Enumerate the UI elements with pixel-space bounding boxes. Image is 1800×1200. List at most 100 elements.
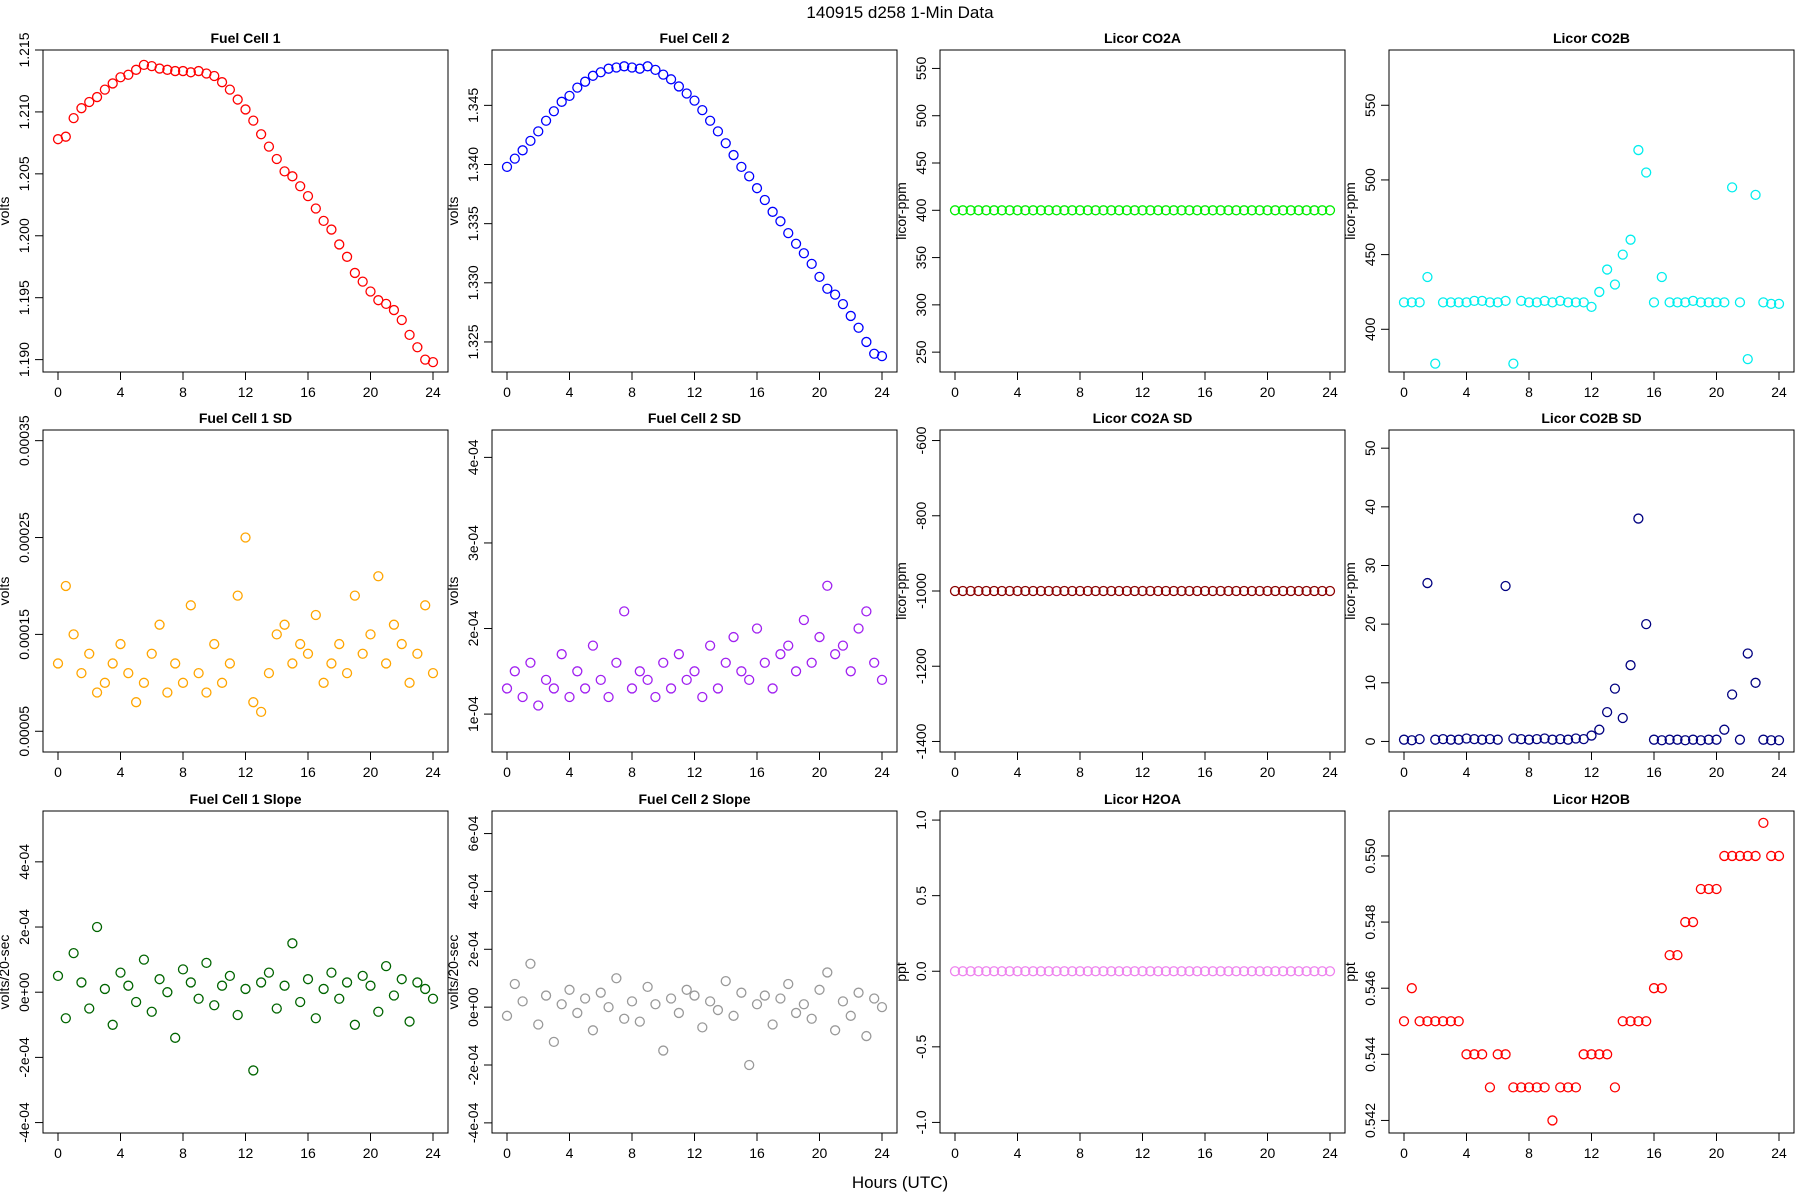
point [154, 974, 165, 985]
point [1726, 850, 1738, 862]
x-tick-label: 24 [1771, 384, 1787, 400]
point [287, 171, 298, 182]
x-tick-label: 24 [1322, 1145, 1338, 1161]
x-tick-label: 4 [117, 384, 125, 400]
point [1750, 189, 1761, 201]
x-tick-label: 16 [300, 764, 316, 780]
point [232, 590, 243, 601]
x-tick-label: 12 [687, 384, 703, 400]
point [1067, 585, 1078, 597]
point [1309, 585, 1320, 597]
point [1773, 850, 1785, 862]
point [759, 990, 770, 1001]
point [973, 205, 984, 216]
point [1301, 585, 1312, 597]
y-tick-label: -1.0 [913, 1110, 929, 1134]
point [1422, 577, 1433, 589]
point [146, 648, 157, 659]
point [1051, 966, 1062, 977]
point [1758, 734, 1769, 745]
point [1215, 966, 1226, 977]
point [837, 640, 849, 651]
point [1695, 297, 1707, 308]
x-tick-label: 4 [566, 384, 574, 400]
point [1012, 585, 1023, 597]
y-tick-label: -4e-04 [465, 1102, 481, 1143]
point [1277, 966, 1289, 977]
point [1586, 301, 1597, 313]
point [373, 571, 384, 582]
point [509, 153, 520, 164]
point [357, 276, 368, 287]
point [1051, 205, 1062, 216]
point [1516, 733, 1527, 745]
point [1594, 1049, 1605, 1060]
panel: Fuel Cell 1 SD 0 4 8 12 16 20 24 0.00005 0.00015 0… [0, 410, 449, 780]
point [790, 666, 802, 677]
point [501, 161, 513, 173]
point [1531, 297, 1542, 308]
point [1231, 966, 1242, 977]
point [224, 970, 236, 982]
point [1758, 297, 1769, 308]
point [1168, 966, 1179, 977]
point [162, 687, 173, 698]
x-tick-label: 24 [874, 764, 890, 780]
point [1067, 205, 1078, 216]
point [248, 1065, 259, 1076]
point [1656, 983, 1667, 994]
point [1121, 205, 1133, 216]
point [302, 974, 314, 985]
point [642, 674, 653, 686]
point [1145, 205, 1156, 216]
point [525, 958, 536, 969]
point [751, 999, 763, 1010]
point [1562, 734, 1574, 745]
point [1129, 205, 1140, 216]
point [154, 63, 165, 74]
point [861, 606, 872, 617]
y-axis-label: licor-ppm [1342, 182, 1358, 240]
point [84, 648, 95, 659]
point [1742, 648, 1753, 659]
x-tick-label: 4 [1014, 1145, 1022, 1161]
point [603, 63, 614, 74]
point [704, 996, 716, 1007]
y-tick-label: 1.0 [913, 810, 929, 830]
point [673, 649, 685, 660]
point [1516, 295, 1527, 307]
point [1090, 966, 1101, 977]
point [783, 978, 794, 990]
point [1476, 734, 1488, 745]
y-tick-label: 550 [913, 57, 929, 81]
point [1617, 712, 1628, 724]
point [1293, 585, 1304, 597]
panel-title: Licor H2OA [1104, 791, 1181, 807]
point [60, 131, 71, 142]
point [396, 974, 407, 985]
point [1476, 295, 1488, 307]
point [68, 112, 79, 124]
point [1207, 205, 1218, 216]
point [248, 697, 259, 708]
point [1750, 677, 1761, 688]
x-tick-label: 8 [1525, 764, 1533, 780]
point [1422, 1016, 1433, 1027]
point [1437, 297, 1449, 308]
y-tick-label: 500 [1362, 168, 1378, 192]
point [1508, 1082, 1519, 1093]
point [1742, 850, 1753, 862]
point [650, 64, 661, 76]
point [1672, 734, 1683, 745]
point [1453, 734, 1464, 745]
point [1742, 354, 1753, 365]
point [775, 649, 786, 660]
point [1098, 585, 1109, 597]
point [564, 90, 575, 102]
x-tick-label: 12 [1584, 764, 1600, 780]
y-tick-label: 1.200 [16, 218, 32, 253]
point [1176, 585, 1187, 597]
point [1695, 883, 1707, 895]
x-tick-label: 0 [503, 764, 511, 780]
point [626, 62, 638, 73]
